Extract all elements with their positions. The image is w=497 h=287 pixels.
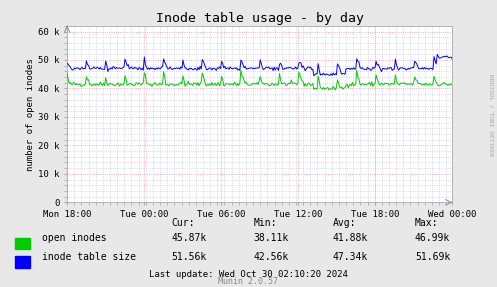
open inodes: [430, 82, 436, 86]
open inodes: [233, 82, 239, 85]
inode table size: [198, 67, 204, 71]
Text: 46.99k: 46.99k: [415, 233, 450, 243]
open inodes: [198, 80, 204, 84]
open inodes: [192, 82, 198, 85]
inode table size: [311, 74, 317, 77]
Text: 41.88k: 41.88k: [333, 233, 368, 243]
Text: 51.56k: 51.56k: [171, 252, 207, 262]
open inodes: [354, 68, 360, 72]
Text: Min:: Min:: [253, 218, 277, 228]
inode table size: [233, 67, 239, 70]
Title: Inode table usage - by day: Inode table usage - by day: [156, 12, 364, 25]
Y-axis label: number of open inodes: number of open inodes: [26, 58, 35, 170]
open inodes: [111, 84, 117, 88]
Text: Max:: Max:: [415, 218, 438, 228]
Text: inode table size: inode table size: [42, 252, 136, 262]
Text: Cur:: Cur:: [171, 218, 195, 228]
inode table size: [179, 67, 185, 70]
open inodes: [449, 84, 455, 87]
Text: Avg:: Avg:: [333, 218, 356, 228]
inode table size: [429, 67, 435, 70]
Text: 51.69k: 51.69k: [415, 252, 450, 262]
inode table size: [64, 62, 70, 65]
Text: open inodes: open inodes: [42, 233, 107, 243]
inode table size: [449, 58, 455, 61]
inode table size: [192, 67, 198, 70]
open inodes: [332, 88, 338, 92]
Line: inode table size: inode table size: [67, 54, 452, 76]
open inodes: [64, 71, 70, 75]
Text: 45.87k: 45.87k: [171, 233, 207, 243]
Line: open inodes: open inodes: [67, 70, 452, 90]
open inodes: [179, 82, 185, 86]
inode table size: [434, 53, 440, 56]
Text: 47.34k: 47.34k: [333, 252, 368, 262]
Text: RRDTOOL / TOBI OETIKER: RRDTOOL / TOBI OETIKER: [489, 73, 494, 156]
inode table size: [111, 66, 117, 69]
Text: Last update: Wed Oct 30 02:10:20 2024: Last update: Wed Oct 30 02:10:20 2024: [149, 270, 348, 279]
Text: 38.11k: 38.11k: [253, 233, 289, 243]
Text: Munin 2.0.57: Munin 2.0.57: [219, 277, 278, 286]
Text: 42.56k: 42.56k: [253, 252, 289, 262]
